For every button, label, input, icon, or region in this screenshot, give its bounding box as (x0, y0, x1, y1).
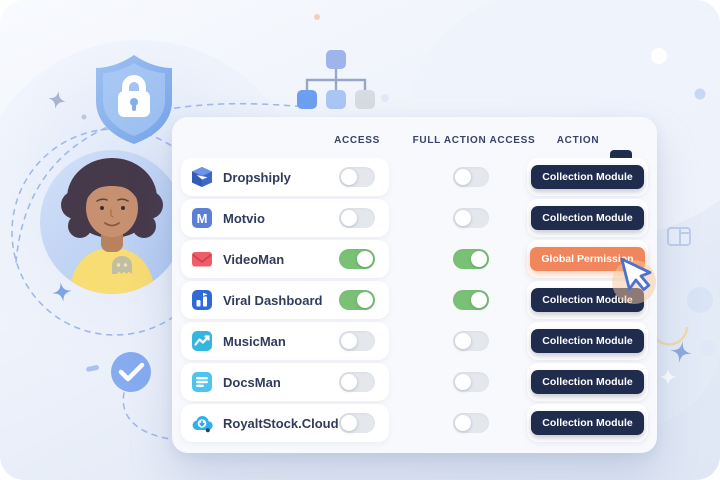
app-name: Viral Dashboard (223, 292, 323, 308)
action-button[interactable]: Collection Module (531, 370, 644, 394)
viral-dashboard-barchart-icon (192, 290, 212, 310)
motvio-m-icon: M (192, 208, 212, 228)
app-name: Dropshiply (223, 169, 291, 185)
action-cell: Collection Module (527, 404, 648, 442)
access-toggle[interactable] (339, 167, 375, 187)
full-action-access-toggle[interactable] (453, 331, 489, 351)
action-button[interactable]: Collection Module (531, 288, 644, 312)
column-header-action: ACTION (556, 135, 600, 146)
access-toggle[interactable] (339, 249, 375, 269)
action-cell: Collection Module (527, 363, 648, 401)
bg-dot (314, 14, 320, 20)
folder-icon (667, 227, 691, 246)
dropshiply-package-icon (192, 167, 212, 187)
action-button[interactable]: Collection Module (531, 329, 644, 353)
full-action-access-toggle[interactable] (453, 208, 489, 228)
table-row: RoyaltStock.Cloud Collection Module (181, 403, 649, 443)
access-toggle[interactable] (339, 208, 375, 228)
full-action-access-toggle[interactable] (453, 372, 489, 392)
table-row: Dropshiply Collection Module (181, 157, 649, 197)
avatar-shirt (68, 248, 156, 294)
action-button[interactable]: Collection Module (531, 165, 644, 189)
bg-dot (651, 48, 667, 64)
table-header: ACCESS FULL ACTION ACCESS ACTION (181, 117, 649, 157)
access-toggle[interactable] (339, 331, 375, 351)
shield-lock-icon (96, 55, 172, 144)
musicman-trendline-icon (192, 331, 212, 351)
full-action-access-toggle[interactable] (453, 413, 489, 433)
column-header-access: ACCESS (334, 135, 380, 146)
action-button[interactable]: Global Permission (530, 247, 645, 271)
avatar-hair (61, 158, 163, 238)
app-name: DocsMan (223, 374, 281, 390)
videoman-envelope-icon (192, 252, 212, 267)
table-row: DocsMan Collection Module (181, 362, 649, 402)
action-cell: Global Permission (527, 240, 648, 278)
user-avatar (40, 150, 184, 294)
bg-dot (687, 287, 713, 313)
full-action-access-toggle[interactable] (453, 290, 489, 310)
bg-dot (700, 340, 716, 356)
ghost-icon (112, 256, 132, 274)
action-cell: Collection Module (527, 199, 648, 237)
action-cell: Collection Module (527, 158, 648, 196)
org-hierarchy-icon (297, 50, 375, 109)
column-header-full-action-access: FULL ACTION ACCESS (412, 135, 536, 146)
bg-dot (694, 88, 706, 100)
access-toggle[interactable] (339, 372, 375, 392)
full-action-access-toggle[interactable] (453, 249, 489, 269)
table-row: VideoMan Global Permission (181, 239, 649, 279)
docsman-document-icon (192, 372, 212, 392)
table-body: Dropshiply Collection Module M Motvio (181, 157, 649, 444)
table-row: Viral Dashboard Collection Module (181, 280, 649, 320)
access-toggle[interactable] (339, 413, 375, 433)
app-name: VideoMan (223, 251, 285, 267)
table-row: M Motvio Collection Module (181, 198, 649, 238)
table-row: MusicMan Collection Module (181, 321, 649, 361)
bg-dot (381, 94, 389, 102)
app-name: RoyaltStock.Cloud (223, 415, 339, 431)
action-cell: Collection Module (527, 281, 648, 319)
app-name: MusicMan (223, 333, 286, 349)
svg-text:M: M (197, 211, 208, 226)
full-action-access-toggle[interactable] (453, 167, 489, 187)
action-button[interactable]: Collection Module (531, 206, 644, 230)
permissions-card: ACCESS FULL ACTION ACCESS ACTION Dropshi… (172, 117, 657, 453)
app-name: Motvio (223, 210, 265, 226)
access-toggle[interactable] (339, 290, 375, 310)
action-cell: Collection Module (527, 322, 648, 360)
check-circle-icon (111, 352, 151, 392)
action-button[interactable]: Collection Module (531, 411, 644, 435)
royaltstock-cloud-download-icon (192, 415, 213, 433)
